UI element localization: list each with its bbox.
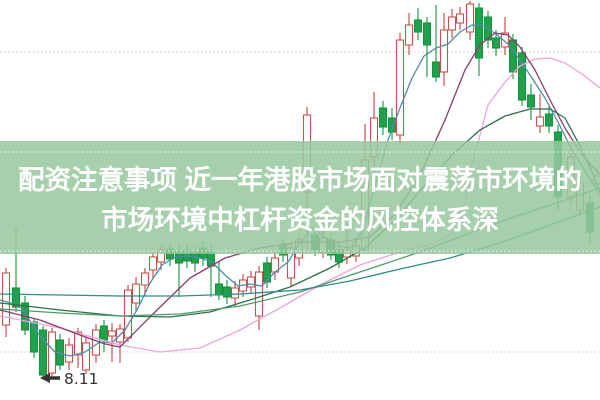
- candle-body: [526, 94, 536, 108]
- low-price-annotation: 8.11: [40, 370, 99, 388]
- candle-body: [214, 283, 224, 296]
- candle-body: [131, 283, 141, 304]
- candle-body: [38, 329, 48, 376]
- candle-body: [99, 325, 109, 341]
- low-price-label: 8.11: [64, 370, 99, 388]
- candle-body: [535, 116, 545, 127]
- overlay-band-layer: [0, 141, 600, 254]
- candle-body: [500, 32, 510, 48]
- candle-body: [254, 271, 264, 317]
- candle-body: [413, 19, 423, 33]
- candle-body: [1, 272, 11, 326]
- overlay-text-line1: 配资注意事项 近一年港股市场面对震荡市环境的: [18, 165, 582, 195]
- candle-body: [64, 344, 74, 363]
- candle-body: [140, 272, 150, 286]
- candle-body: [73, 331, 83, 356]
- candle-body: [508, 39, 518, 73]
- candle-body: [230, 287, 240, 299]
- candle-body: [246, 276, 256, 288]
- candle-body: [387, 117, 397, 133]
- candle-body: [222, 286, 232, 298]
- overlay-text-line2: 市场环境中杠杆资金的风控体系深: [101, 205, 499, 235]
- candle-body: [544, 113, 554, 127]
- candle-body: [422, 22, 432, 46]
- candle-body: [395, 39, 405, 136]
- left-arrow-icon: [40, 373, 60, 383]
- candle-body: [517, 52, 527, 101]
- candle-body: [439, 29, 449, 73]
- candle-body: [11, 287, 21, 308]
- candle-body: [378, 107, 388, 128]
- candle-body: [29, 321, 39, 353]
- candle-body: [107, 330, 117, 337]
- candle-body: [47, 331, 57, 374]
- candle-body: [123, 289, 133, 339]
- candle-body: [491, 37, 501, 49]
- candle-body: [404, 24, 414, 46]
- candle-body: [148, 256, 158, 271]
- gridlines-layer: [0, 51, 600, 353]
- candle-body: [447, 16, 457, 31]
- candle-body: [465, 3, 475, 33]
- candle-body: [262, 262, 272, 283]
- candle-body: [431, 61, 441, 78]
- candle-body: [455, 13, 465, 24]
- candle-body: [474, 7, 484, 59]
- green-overlay-band: [0, 141, 600, 254]
- candle-body: [81, 342, 91, 371]
